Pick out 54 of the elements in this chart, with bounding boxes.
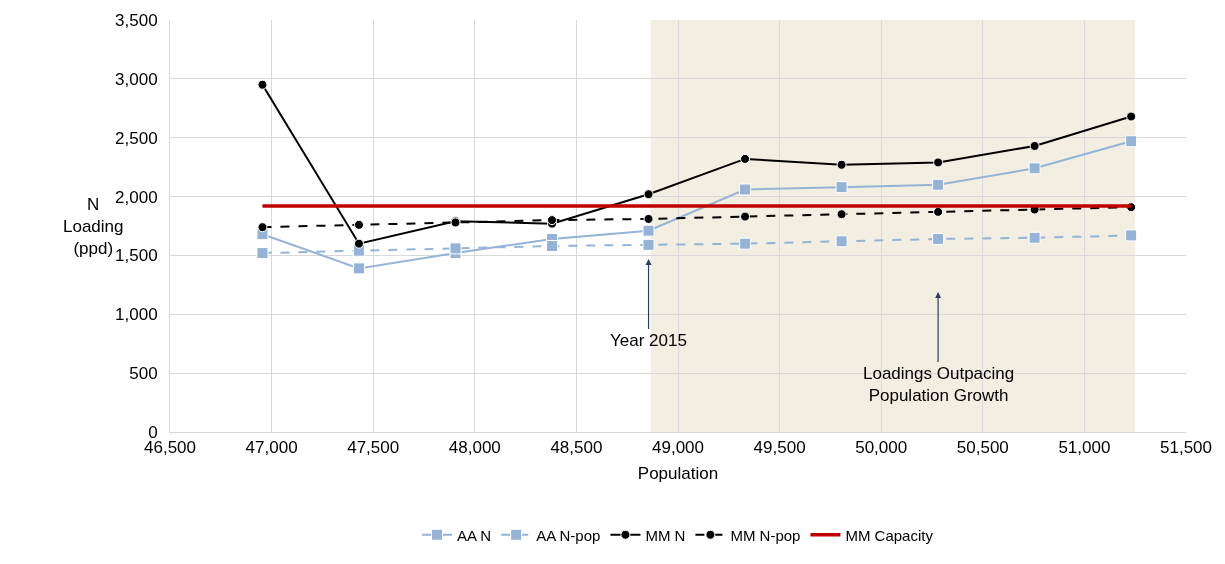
x-tick-label: 47,000 xyxy=(245,438,298,458)
x-tick-label: 50,500 xyxy=(956,438,1009,458)
point xyxy=(1028,162,1041,175)
point xyxy=(739,237,752,250)
annotation: Year 2015 xyxy=(610,331,687,350)
point xyxy=(740,211,751,222)
x-tick-label: 47,500 xyxy=(347,438,400,458)
y-tick-label: 1,500 xyxy=(115,246,158,266)
point xyxy=(932,178,945,191)
point xyxy=(1028,231,1041,244)
x-tick-label: 49,500 xyxy=(753,438,806,458)
legend-label: AA N-pop xyxy=(536,526,601,544)
y-tick-label: 3,500 xyxy=(115,10,158,30)
point xyxy=(352,262,365,275)
x-tick-label: 48,000 xyxy=(448,438,501,458)
legend-label: MM N xyxy=(645,526,686,544)
point xyxy=(257,222,268,233)
x-tick-label: 48,500 xyxy=(550,438,603,458)
legend-label: MM Capacity xyxy=(845,526,934,544)
point xyxy=(546,240,559,253)
point xyxy=(933,206,944,217)
annotation: Loadings Outpacing Population Growth xyxy=(863,364,1015,406)
x-tick-label: 51,000 xyxy=(1058,438,1111,458)
point xyxy=(932,232,945,245)
point xyxy=(1126,111,1137,122)
point xyxy=(836,209,847,220)
point xyxy=(933,157,944,168)
y-tick-label: 3,000 xyxy=(115,69,158,89)
legend-label: MM N-pop xyxy=(730,526,801,544)
point xyxy=(642,238,655,251)
point xyxy=(1029,140,1040,151)
legend-label: AA N xyxy=(457,526,492,544)
point xyxy=(643,213,654,224)
point xyxy=(1125,229,1138,242)
x-tick-label: 51,500 xyxy=(1160,438,1212,458)
point xyxy=(353,238,364,249)
point xyxy=(642,224,655,237)
y-tick-label: 500 xyxy=(129,364,158,384)
point xyxy=(449,242,462,255)
x-tick-label: 50,000 xyxy=(855,438,908,458)
y-tick-label: 2,500 xyxy=(115,128,158,148)
point xyxy=(257,79,268,90)
y-tick-label: 1,000 xyxy=(115,305,158,325)
point xyxy=(835,181,848,194)
point xyxy=(740,153,751,164)
point xyxy=(836,159,847,170)
point xyxy=(739,183,752,196)
x-tick-label: 49,000 xyxy=(652,438,704,458)
y-tick-label: 2,000 xyxy=(115,187,158,207)
point xyxy=(1125,135,1138,148)
point xyxy=(353,219,364,230)
point xyxy=(835,235,848,248)
point xyxy=(643,189,654,200)
x-axis-title: Population xyxy=(637,463,719,483)
